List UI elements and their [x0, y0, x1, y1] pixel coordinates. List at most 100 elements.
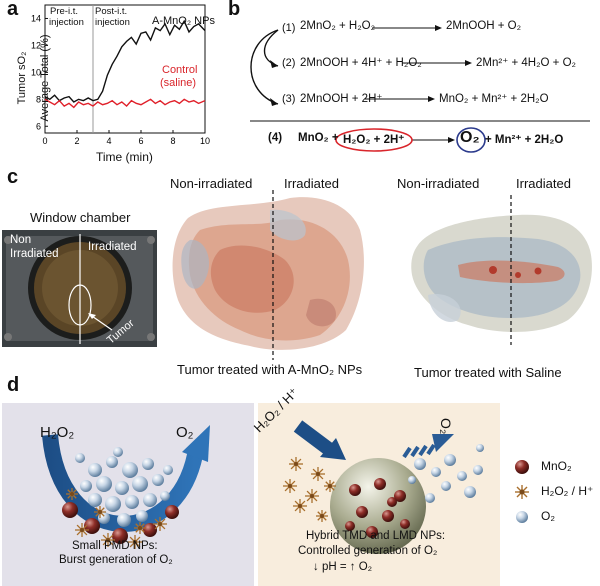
h2o2-particle — [66, 488, 78, 500]
o2-particle — [136, 510, 148, 522]
legend-h2o2-icon — [515, 485, 529, 499]
left-caption-2: Burst generation of O₂ — [59, 554, 173, 566]
eq3-left: 2MnOOH + 2H⁺ — [300, 93, 383, 105]
h2o2-particle — [94, 506, 106, 518]
o2-particle — [117, 513, 131, 527]
h2o2-particle — [283, 479, 297, 493]
window-chamber-title: Window chamber — [30, 210, 131, 225]
tumor-so2-chart: 0 2 4 6 8 10 6 8 10 12 14 Tumor sO₂ Average Total … — [0, 0, 215, 165]
y-tick-label: 12 — [31, 40, 41, 50]
o2-particle — [96, 476, 112, 492]
eq4-circled-product: O₂ — [460, 129, 480, 146]
saline-treated-caption: Tumor treated with Saline — [414, 365, 562, 380]
window-chamber-photo: Non Irradiated Irradiated Tumor — [2, 230, 157, 347]
right-caption-3: ↓ pH = ↑ O₂ — [313, 561, 373, 573]
mno2-particle — [400, 519, 410, 529]
non-irradiated-label-2: Irradiated — [10, 248, 59, 260]
y-tick-label: 6 — [36, 121, 41, 131]
h2o2-particle — [153, 517, 167, 531]
control-series-label-2: (saline) — [160, 77, 197, 89]
eq1-right: 2MnOOH + O₂ — [446, 20, 522, 32]
mno2-particle — [165, 505, 179, 519]
mno2-particle — [112, 528, 128, 544]
panel-a-label: a — [7, 0, 19, 20]
eq4-number: (4) — [268, 132, 283, 144]
right-irradiated-label: Irradiated — [516, 176, 571, 191]
reaction-scheme-arrows — [250, 25, 590, 153]
o2-particle — [457, 471, 467, 481]
mno2-particle — [143, 523, 157, 537]
eq2-left: 2MnOOH + 4H⁺ + H₂O₂ — [300, 57, 422, 69]
mno2-particle — [62, 502, 78, 518]
h2o2-particle — [128, 535, 142, 549]
np-series-line — [44, 19, 206, 103]
o2-particle — [425, 493, 435, 503]
h2o2-particle — [311, 467, 325, 481]
legend-h2o2-label: H₂O₂ / H⁺ — [541, 484, 594, 498]
o2-particle — [125, 495, 139, 509]
right-caption-2: Controlled generation of O₂ — [298, 545, 438, 557]
x-tick-label: 6 — [138, 136, 143, 146]
eq1-left: 2MnO₂ + H₂O₂ — [300, 20, 376, 32]
eq3-number: (3) — [282, 93, 296, 105]
left-h2o2-label: H₂O₂ — [40, 424, 75, 441]
post-injection-label: Post-i.t. injection — [95, 6, 130, 28]
x-axis-label: Time (min) — [96, 150, 153, 164]
mid-non-irradiated-label: Non-irradiated — [170, 176, 253, 191]
o2-particle — [441, 481, 451, 491]
mno2-particle — [374, 478, 386, 490]
eq3-right: MnO₂ + Mn²⁺ + 2H₂O — [439, 93, 549, 105]
o2-particle — [113, 447, 123, 457]
legend-o2-icon — [516, 511, 528, 523]
mno2-particle — [394, 490, 406, 502]
np-series-label: A-MnO₂ NPs — [152, 15, 215, 27]
o2-particle — [132, 476, 148, 492]
saline-treated-tissue-image — [411, 195, 592, 345]
non-irradiated-label-1: Non — [10, 234, 32, 246]
y-axis-label-1: Tumor sO₂ — [16, 51, 28, 105]
panel-b-label: b — [228, 0, 241, 20]
control-series-label-1: Control — [162, 64, 198, 76]
x-tick-label: 8 — [170, 136, 175, 146]
h2o2-particle — [293, 499, 307, 513]
mno2-particle — [366, 526, 378, 538]
x-tick-label: 2 — [74, 136, 79, 146]
o2-particle — [143, 493, 157, 507]
o2-particle — [160, 491, 170, 501]
control-series-line — [44, 98, 206, 109]
x-tick-label: 10 — [200, 136, 210, 146]
mno2-particle — [387, 497, 397, 507]
blue-circle-mark — [456, 127, 486, 153]
plot-frame — [44, 4, 206, 134]
x-tick-label: 0 — [42, 136, 47, 146]
right-caption-1: Hybrid TMD and LMD NPs: — [306, 530, 446, 542]
eq2-number: (2) — [282, 57, 296, 69]
y-tick-label: 14 — [31, 13, 41, 23]
left-o2-label: O₂ — [176, 424, 194, 441]
right-non-irradiated-label: Non-irradiated — [397, 176, 480, 191]
legend-mno2-icon — [515, 460, 529, 474]
right-o2-label: O₂ — [438, 418, 454, 435]
np-treated-caption: Tumor treated with A-MnO₂ NPs — [177, 362, 363, 377]
mno2-particle — [349, 484, 361, 496]
h2o2-particle — [324, 480, 336, 492]
o2-particle — [80, 480, 92, 492]
legend-o2-label: O₂ — [541, 509, 555, 523]
legend-mno2-label: MnO₂ — [541, 459, 572, 473]
o2-particle — [75, 453, 85, 463]
red-circle-mark — [335, 128, 413, 152]
panel-c-label: c — [7, 166, 19, 188]
o2-particle — [98, 512, 110, 524]
mno2-particle — [345, 521, 355, 531]
y-axis-label-2: Average Total (%) — [39, 34, 51, 122]
eq4-reactant: MnO₂ + — [298, 132, 339, 144]
mid-irradiated-label: Irradiated — [284, 176, 339, 191]
o2-particle — [105, 496, 121, 512]
panel-d-label: d — [7, 374, 20, 396]
y-tick-label: 10 — [31, 67, 41, 77]
o2-particle — [444, 454, 456, 466]
panel-d-illustration — [42, 420, 529, 554]
h2o2-particle — [316, 510, 328, 522]
o2-particle — [122, 462, 138, 478]
h2o2-particle — [75, 523, 89, 537]
